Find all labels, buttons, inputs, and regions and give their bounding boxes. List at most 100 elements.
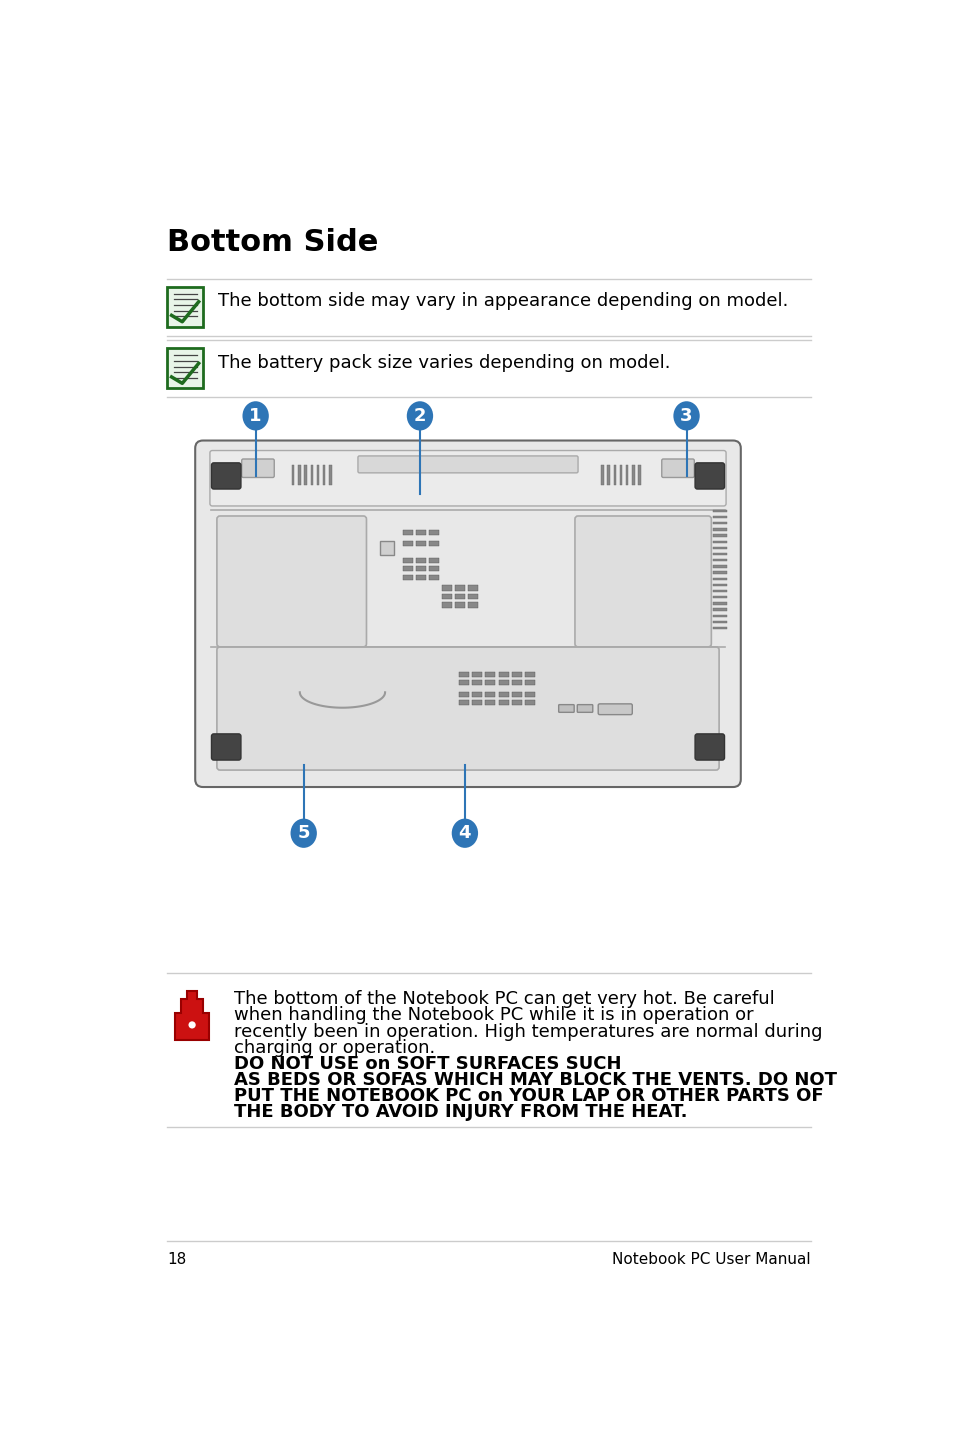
FancyBboxPatch shape	[416, 541, 426, 546]
FancyBboxPatch shape	[484, 680, 495, 686]
FancyBboxPatch shape	[525, 692, 535, 697]
FancyBboxPatch shape	[167, 348, 203, 388]
FancyBboxPatch shape	[316, 464, 319, 485]
FancyBboxPatch shape	[712, 578, 726, 580]
FancyBboxPatch shape	[512, 672, 521, 677]
FancyBboxPatch shape	[380, 541, 394, 555]
Text: 18: 18	[167, 1252, 187, 1267]
FancyBboxPatch shape	[600, 464, 603, 485]
FancyBboxPatch shape	[525, 672, 535, 677]
FancyBboxPatch shape	[311, 464, 313, 485]
FancyBboxPatch shape	[416, 575, 426, 580]
FancyBboxPatch shape	[455, 585, 464, 591]
FancyBboxPatch shape	[712, 608, 726, 611]
Text: DO NOT USE on SOFT SURFACES SUCH: DO NOT USE on SOFT SURFACES SUCH	[233, 1055, 620, 1073]
Text: The bottom side may vary in appearance depending on model.: The bottom side may vary in appearance d…	[218, 292, 788, 311]
FancyBboxPatch shape	[458, 692, 468, 697]
FancyBboxPatch shape	[241, 459, 274, 477]
FancyBboxPatch shape	[712, 603, 726, 604]
FancyBboxPatch shape	[712, 584, 726, 587]
Text: Bottom Side: Bottom Side	[167, 229, 378, 257]
FancyBboxPatch shape	[712, 528, 726, 531]
FancyBboxPatch shape	[695, 733, 723, 761]
Ellipse shape	[242, 401, 269, 430]
FancyBboxPatch shape	[429, 529, 439, 535]
Text: 1: 1	[249, 407, 262, 424]
FancyBboxPatch shape	[323, 464, 325, 485]
FancyBboxPatch shape	[455, 594, 464, 600]
FancyBboxPatch shape	[416, 529, 426, 535]
FancyBboxPatch shape	[195, 440, 740, 787]
FancyBboxPatch shape	[712, 535, 726, 536]
Text: 5: 5	[297, 824, 310, 843]
Text: THE BODY TO AVOID INJURY FROM THE HEAT.: THE BODY TO AVOID INJURY FROM THE HEAT.	[233, 1103, 687, 1122]
FancyBboxPatch shape	[575, 516, 711, 647]
FancyBboxPatch shape	[455, 603, 464, 608]
FancyBboxPatch shape	[292, 464, 294, 485]
FancyBboxPatch shape	[472, 700, 481, 706]
FancyBboxPatch shape	[512, 680, 521, 686]
FancyBboxPatch shape	[712, 614, 726, 617]
FancyBboxPatch shape	[712, 546, 726, 549]
FancyBboxPatch shape	[498, 672, 509, 677]
FancyBboxPatch shape	[468, 585, 477, 591]
FancyBboxPatch shape	[625, 464, 628, 485]
FancyBboxPatch shape	[607, 464, 609, 485]
FancyBboxPatch shape	[712, 559, 726, 561]
FancyBboxPatch shape	[712, 571, 726, 574]
FancyBboxPatch shape	[441, 594, 452, 600]
Ellipse shape	[291, 818, 316, 848]
FancyBboxPatch shape	[458, 680, 468, 686]
FancyBboxPatch shape	[402, 575, 413, 580]
FancyBboxPatch shape	[712, 510, 726, 512]
FancyBboxPatch shape	[525, 700, 535, 706]
Text: 4: 4	[458, 824, 471, 843]
FancyBboxPatch shape	[712, 516, 726, 518]
FancyBboxPatch shape	[619, 464, 621, 485]
Circle shape	[189, 1021, 195, 1028]
Polygon shape	[175, 991, 209, 1040]
Ellipse shape	[673, 401, 699, 430]
FancyBboxPatch shape	[712, 565, 726, 568]
FancyBboxPatch shape	[429, 558, 439, 562]
FancyBboxPatch shape	[632, 464, 634, 485]
Text: 2: 2	[414, 407, 426, 424]
FancyBboxPatch shape	[472, 672, 481, 677]
FancyBboxPatch shape	[484, 700, 495, 706]
FancyBboxPatch shape	[472, 680, 481, 686]
FancyBboxPatch shape	[638, 464, 640, 485]
Text: when handling the Notebook PC while it is in operation or: when handling the Notebook PC while it i…	[233, 1007, 753, 1024]
Ellipse shape	[406, 401, 433, 430]
FancyBboxPatch shape	[429, 567, 439, 571]
FancyBboxPatch shape	[167, 286, 203, 326]
Text: The bottom of the Notebook PC can get very hot. Be careful: The bottom of the Notebook PC can get ve…	[233, 991, 774, 1008]
FancyBboxPatch shape	[712, 541, 726, 544]
FancyBboxPatch shape	[329, 464, 332, 485]
FancyBboxPatch shape	[216, 647, 719, 771]
FancyBboxPatch shape	[512, 692, 521, 697]
FancyBboxPatch shape	[212, 463, 241, 489]
FancyBboxPatch shape	[712, 621, 726, 623]
FancyBboxPatch shape	[402, 567, 413, 571]
FancyBboxPatch shape	[712, 590, 726, 592]
FancyBboxPatch shape	[498, 680, 509, 686]
FancyBboxPatch shape	[661, 459, 694, 477]
FancyBboxPatch shape	[468, 594, 477, 600]
FancyBboxPatch shape	[429, 575, 439, 580]
Text: recently been in operation. High temperatures are normal during: recently been in operation. High tempera…	[233, 1022, 821, 1041]
Text: charging or operation.: charging or operation.	[233, 1038, 440, 1057]
FancyBboxPatch shape	[441, 603, 452, 608]
FancyBboxPatch shape	[613, 464, 616, 485]
FancyBboxPatch shape	[458, 700, 468, 706]
FancyBboxPatch shape	[298, 464, 300, 485]
Ellipse shape	[452, 818, 477, 848]
FancyBboxPatch shape	[577, 705, 592, 712]
Text: 3: 3	[679, 407, 692, 424]
FancyBboxPatch shape	[484, 672, 495, 677]
FancyBboxPatch shape	[472, 692, 481, 697]
FancyBboxPatch shape	[712, 627, 726, 630]
FancyBboxPatch shape	[416, 567, 426, 571]
Text: PUT THE NOTEBOOK PC on YOUR LAP OR OTHER PARTS OF: PUT THE NOTEBOOK PC on YOUR LAP OR OTHER…	[233, 1087, 822, 1106]
FancyBboxPatch shape	[357, 456, 578, 473]
FancyBboxPatch shape	[216, 516, 366, 647]
